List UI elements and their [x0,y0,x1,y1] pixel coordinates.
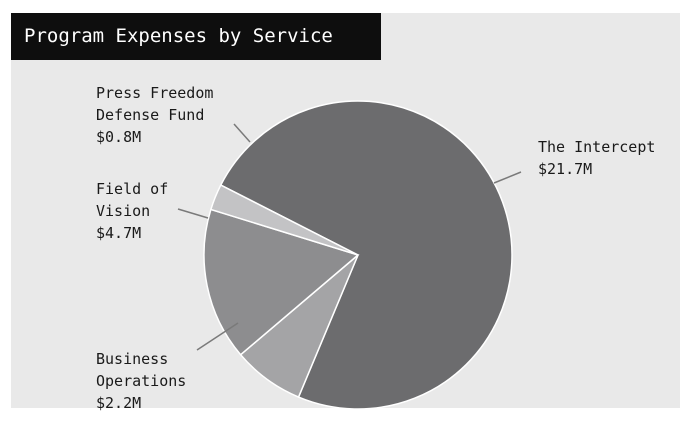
pie-slices [203,100,513,410]
pie-slice-press-freedom-defense-fund [209,184,359,256]
slice-labels: The Intercept $21.7M Business Operations $2.… [96,84,655,412]
leader-line [177,208,209,219]
slice-label: Press Freedom Defense Fund $0.8M [96,84,213,146]
slice-label-line: The Intercept [538,138,655,156]
slice-label-line: $2.2M [96,394,141,412]
slice-label: The Intercept $21.7M [538,138,655,178]
slice-label-line: Defense Fund [96,106,204,124]
leader-lines [177,123,522,351]
slice-label-line: $4.7M [96,224,141,242]
slice-label-line: Business [96,350,168,368]
slice-label: Field of Vision $4.7M [96,180,168,242]
title-bar [11,13,381,60]
leader-line [233,123,251,143]
slice-label-line: Vision [96,202,150,220]
leader-line [493,171,522,184]
leader-line [196,322,239,351]
slice-label-line: Field of [96,180,168,198]
pie-slice-field-of-vision [203,208,360,356]
slice-label-line: Operations [96,372,186,390]
slice-label-line: $21.7M [538,160,592,178]
slice-label-line: Press Freedom [96,84,213,102]
pie-slice-the-intercept [219,100,513,410]
chart-title: Program Expenses by Service [24,25,333,47]
slice-label: Business Operations $2.2M [96,350,186,412]
slice-label-line: $0.8M [96,128,141,146]
